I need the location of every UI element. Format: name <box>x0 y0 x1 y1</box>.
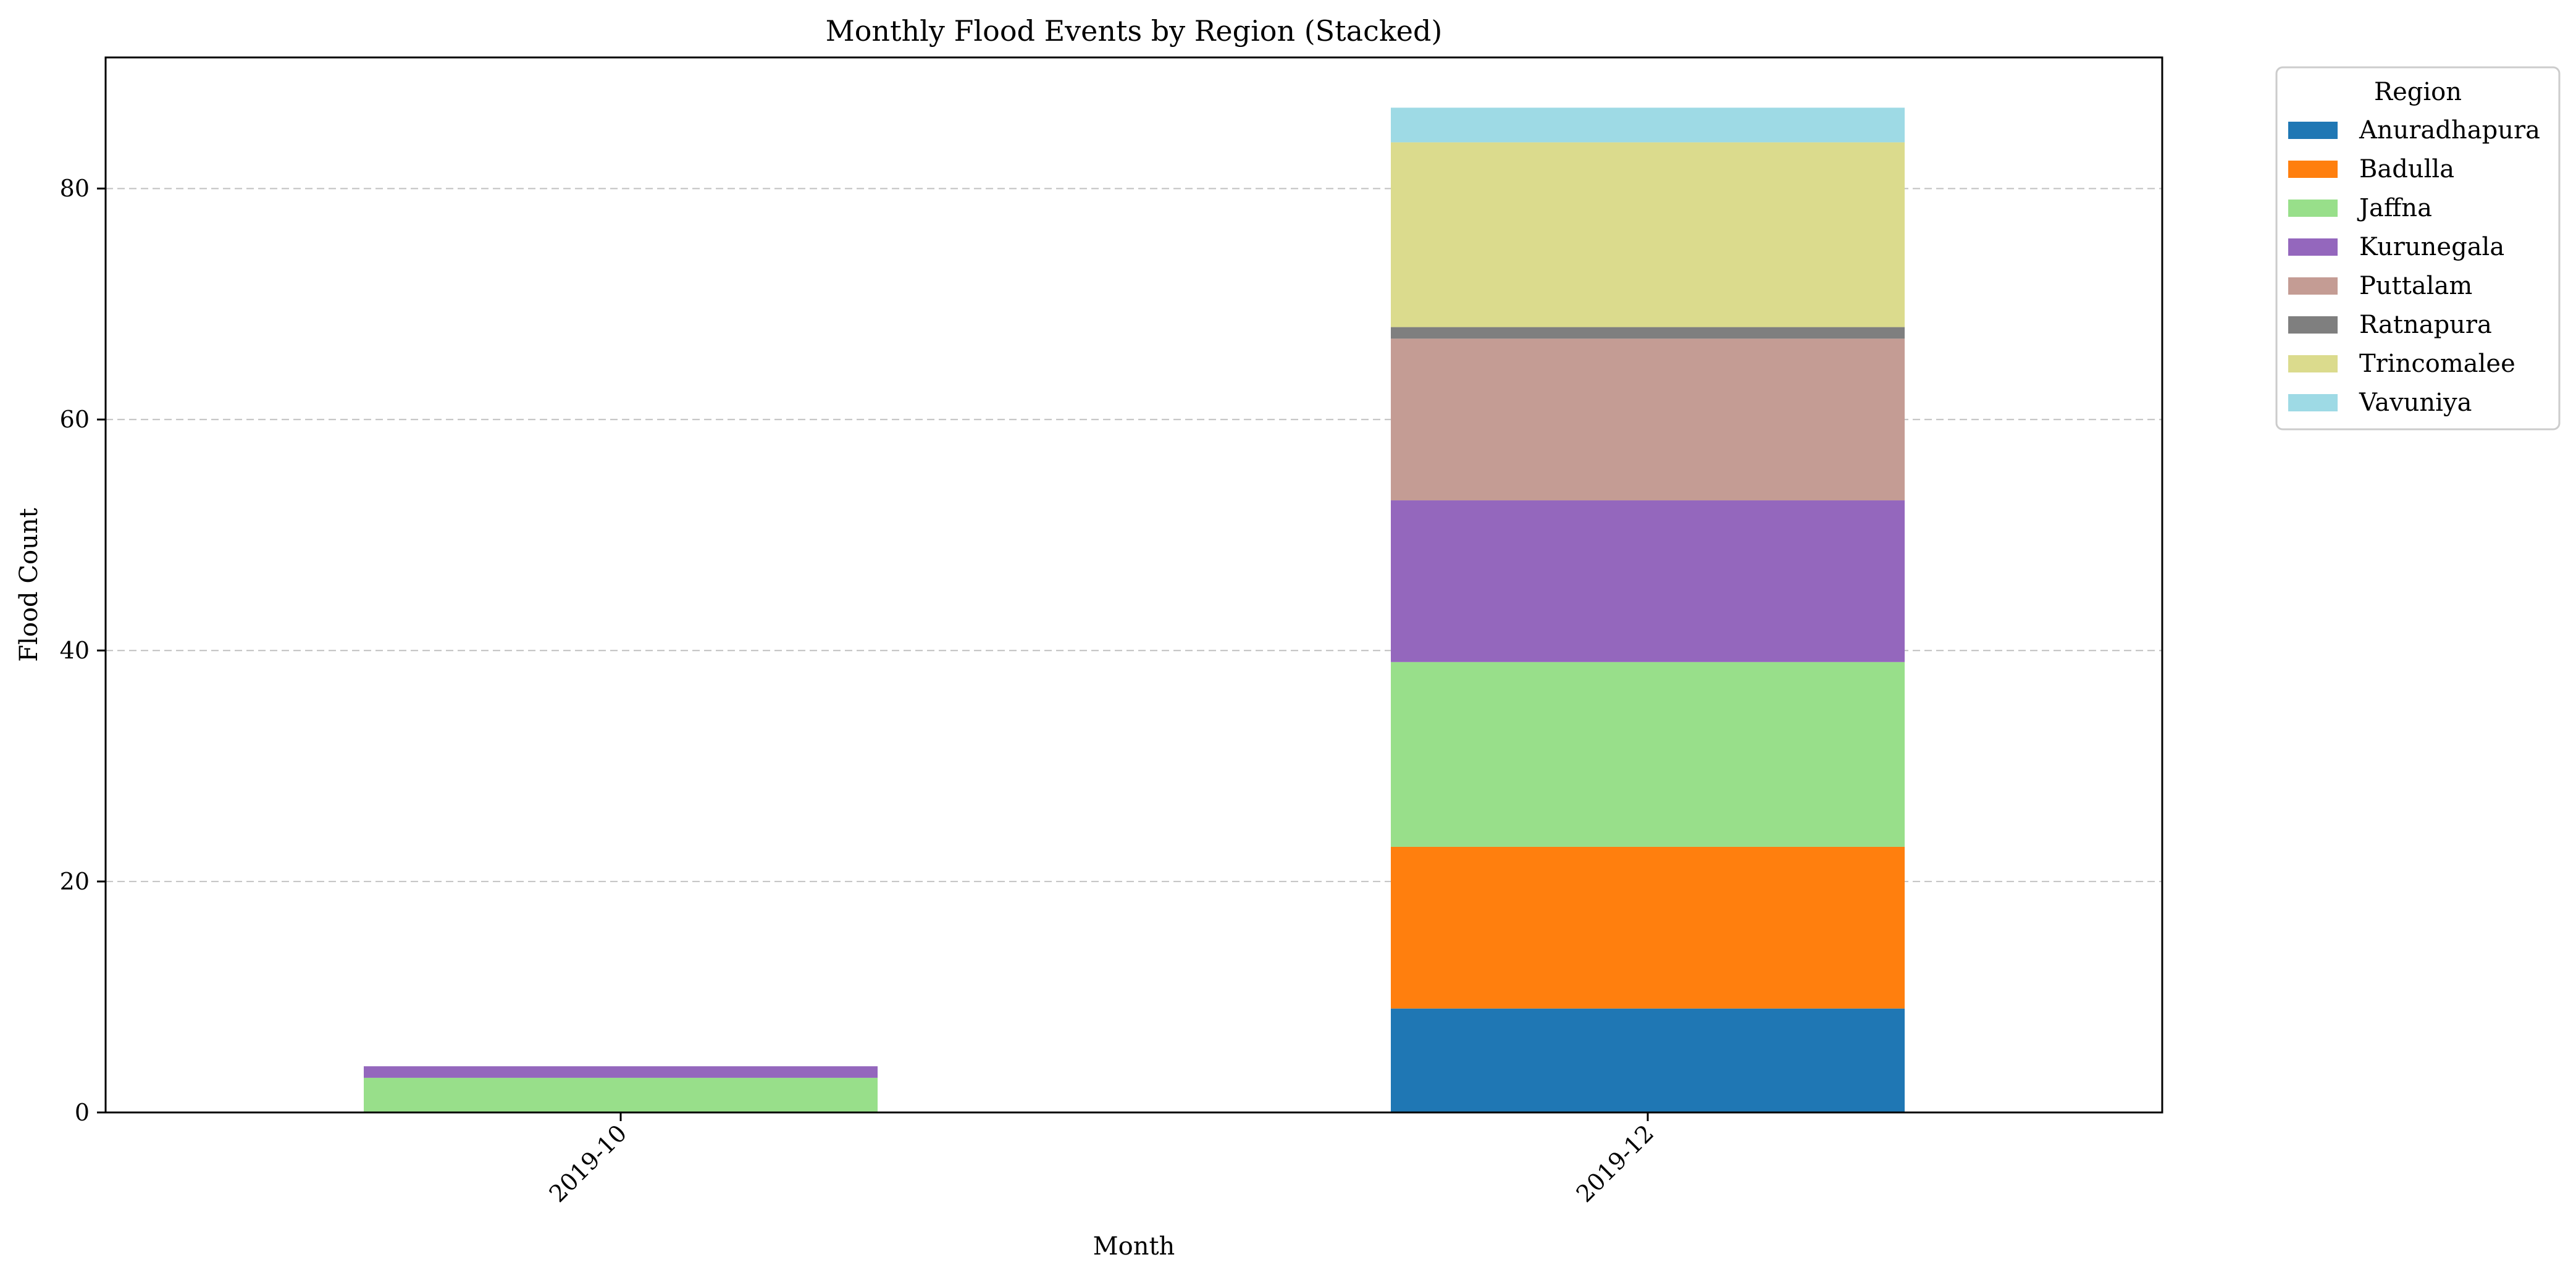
x-tick-label: 2019-10 <box>544 1119 632 1208</box>
bar-segment <box>1391 338 1905 501</box>
legend-label: Jaffna <box>2357 194 2432 222</box>
legend-frame <box>2275 66 2561 431</box>
bar-segment <box>1391 500 1905 662</box>
chart-title: Monthly Flood Events by Region (Stacked) <box>826 14 1443 48</box>
bar-stacks <box>364 107 1905 1112</box>
x-axis-ticks: 2019-10 2019-12 <box>544 1112 1659 1208</box>
bar-segment <box>1391 142 1905 327</box>
bar-segment <box>1391 1008 1905 1112</box>
legend-swatch <box>2288 316 2338 334</box>
legend-swatch <box>2288 122 2338 139</box>
legend-swatch <box>2288 161 2338 178</box>
bar-segment <box>1391 662 1905 847</box>
legend-label: Trincomalee <box>2359 350 2515 378</box>
legend-label: Ratnapura <box>2359 311 2492 339</box>
legend-label: Vavuniya <box>2359 389 2472 417</box>
legend: Region Anuradhapura Badulla Jaffna Kurunega… <box>2275 66 2561 431</box>
y-axis-label: Flood Count <box>15 508 43 662</box>
y-axis-ticks: 0 20 40 60 80 <box>60 175 106 1126</box>
legend-swatch <box>2288 355 2338 372</box>
legend-swatch <box>2288 277 2338 295</box>
legend-label: Kurunegala <box>2359 233 2504 261</box>
y-tick-label: 40 <box>60 637 90 664</box>
legend-title: Region <box>2374 78 2462 106</box>
legend-swatch <box>2288 200 2338 217</box>
legend-swatch <box>2288 238 2338 256</box>
bar-segment <box>364 1066 878 1078</box>
legend-items: Anuradhapura Badulla Jaffna Kurunegala Putta… <box>2288 116 2540 417</box>
plot-area-frame <box>104 56 2163 1114</box>
x-tick-label: 2019-12 <box>1571 1119 1659 1208</box>
legend-swatch <box>2288 394 2338 411</box>
bar-segment <box>364 1077 878 1112</box>
legend-label: Puttalam <box>2359 272 2472 300</box>
bar-segment <box>1391 107 1905 143</box>
y-tick-label: 60 <box>60 406 90 433</box>
legend-label: Anuradhapura <box>2359 116 2540 145</box>
y-tick-label: 20 <box>60 868 90 895</box>
x-axis-label: Month <box>1093 1232 1175 1261</box>
bar-segment <box>1391 327 1905 339</box>
legend-label: Badulla <box>2359 155 2454 183</box>
y-tick-label: 0 <box>75 1099 90 1126</box>
y-tick-label: 80 <box>60 175 90 202</box>
bar-segment <box>1391 846 1905 1009</box>
